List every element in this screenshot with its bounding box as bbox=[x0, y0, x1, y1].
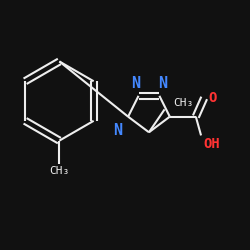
Text: N: N bbox=[113, 123, 122, 138]
Text: CH₃: CH₃ bbox=[49, 166, 70, 176]
Text: CH₃: CH₃ bbox=[173, 98, 193, 108]
Text: N: N bbox=[158, 76, 167, 90]
Text: O: O bbox=[208, 91, 217, 105]
Text: OH: OH bbox=[203, 137, 220, 151]
Text: N: N bbox=[131, 76, 140, 90]
